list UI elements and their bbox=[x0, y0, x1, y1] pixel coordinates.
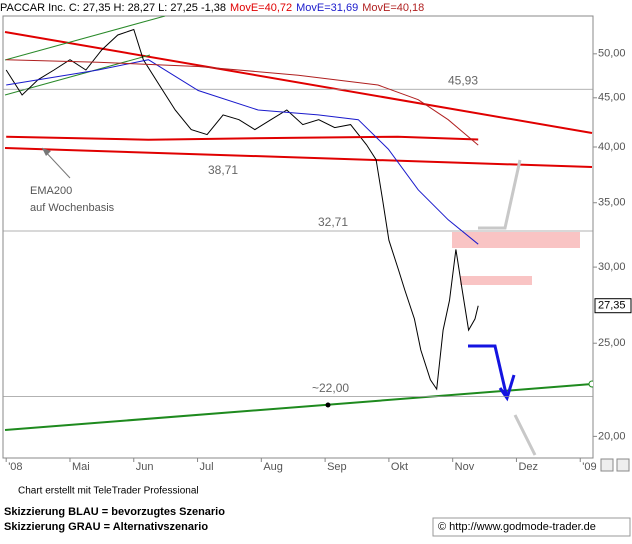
last-price-box bbox=[594, 298, 632, 314]
y-tick-label: 40,00 bbox=[598, 141, 626, 153]
scroll-button[interactable] bbox=[600, 458, 614, 472]
legend-entry: MovE=31,69 bbox=[296, 2, 358, 14]
x-tick-label: '08 bbox=[8, 461, 22, 473]
last-price: 27,35 bbox=[598, 300, 626, 312]
channel-line bbox=[4, 16, 166, 61]
level-label: ~22,00 bbox=[312, 381, 349, 395]
support-line bbox=[4, 383, 593, 431]
x-tick-label: Okt bbox=[391, 461, 408, 473]
x-tick-label: Sep bbox=[327, 461, 347, 473]
moving-average bbox=[6, 135, 479, 141]
x-tick-label: Jun bbox=[136, 461, 154, 473]
resistance-zone bbox=[452, 232, 580, 248]
price-line bbox=[5, 28, 479, 391]
y-tick-label: 35,00 bbox=[598, 197, 626, 209]
url-box bbox=[432, 517, 631, 537]
support-end bbox=[588, 380, 593, 388]
x-tick-label: Mai bbox=[72, 461, 90, 473]
y-tick-label: 25,00 bbox=[598, 337, 626, 349]
note-arrow-head bbox=[42, 148, 51, 156]
legend-note: Skizzierung GRAU = Alternativszenario bbox=[4, 521, 208, 533]
legend-entry: MovE=40,72 bbox=[230, 2, 292, 14]
note: EMA200 bbox=[30, 185, 72, 197]
support-point bbox=[325, 402, 331, 408]
scenario-grey bbox=[513, 414, 537, 456]
legend-note: Skizzierung BLAU = bevorzugtes Szenario bbox=[4, 506, 225, 518]
url: © http://www.godmode-trader.de bbox=[438, 521, 596, 533]
scroll-button[interactable] bbox=[616, 458, 630, 472]
x-tick-label: '09 bbox=[582, 461, 596, 473]
x-tick-label: Aug bbox=[263, 461, 283, 473]
y-tick-label: 20,00 bbox=[598, 430, 626, 442]
y-tick-label: 50,00 bbox=[598, 48, 626, 60]
legend: PACCAR Inc. C: 27,35 H: 28,27 L: 27,25 -… bbox=[0, 2, 424, 14]
x-tick-label: Dez bbox=[518, 461, 538, 473]
scenario-blue-head bbox=[498, 374, 516, 402]
scenario-grey bbox=[478, 159, 522, 230]
moving-average bbox=[6, 59, 479, 146]
level-label: 45,93 bbox=[448, 73, 478, 87]
scenario-blue bbox=[468, 344, 509, 399]
moving-average bbox=[6, 59, 479, 245]
y-tick-label: 45,00 bbox=[598, 92, 626, 104]
legend-entry: PACCAR Inc. C: 27,35 H: 28,27 L: 27,25 -… bbox=[0, 2, 226, 14]
level-label: 32,71 bbox=[318, 215, 348, 229]
resistance-zone bbox=[460, 276, 532, 285]
credit: Chart erstellt mit TeleTrader Profession… bbox=[18, 486, 199, 497]
note: auf Wochenbasis bbox=[30, 202, 115, 214]
trend-line bbox=[4, 147, 593, 168]
y-tick-label: 30,00 bbox=[598, 261, 626, 273]
x-tick-label: Jul bbox=[200, 461, 214, 473]
x-tick-label: Nov bbox=[455, 461, 475, 473]
legend-entry: MovE=40,18 bbox=[362, 2, 424, 14]
low-label: 38,71 bbox=[208, 163, 238, 177]
